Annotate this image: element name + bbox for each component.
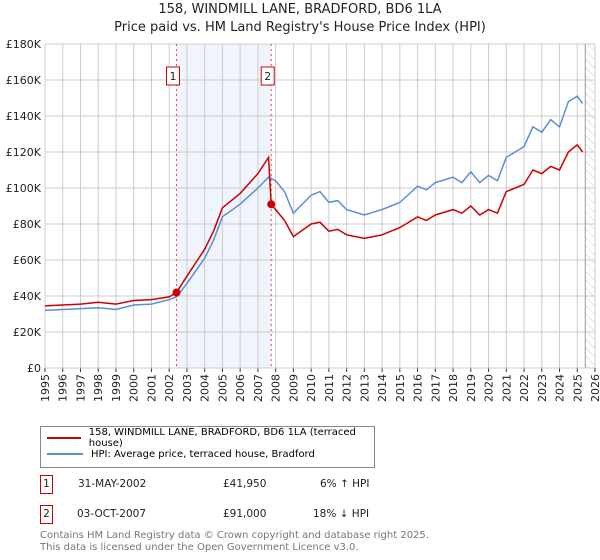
sale-price: £91,000 <box>223 508 267 520</box>
x-tick-label: 2017 <box>429 374 442 402</box>
y-tick-label: £0 <box>27 362 41 375</box>
y-tick-label: £140K <box>6 110 42 123</box>
x-tick-label: 1998 <box>92 374 105 402</box>
x-tick-label: 2022 <box>518 374 531 402</box>
legend-label-property: 158, WINDMILL LANE, BRADFORD, BD6 1LA (t… <box>88 427 356 449</box>
legend-label-hpi: HPI: Average price, terraced house, Brad… <box>91 448 315 460</box>
sale-marker-box <box>165 66 180 86</box>
y-tick-label: £20K <box>13 326 42 339</box>
x-tick-label: 2023 <box>536 374 549 402</box>
x-tick-label: 2003 <box>181 374 194 402</box>
table-row: 1 31-MAY-2002 £41,950 6% ↑ HPI <box>40 475 440 494</box>
chart-plot: 1995 1996 1997 1998 1999 2000 2001 2002 2003 2004… <box>6 38 600 402</box>
x-tick-label: 2016 <box>412 374 425 402</box>
hpi-line <box>44 95 584 312</box>
sale-marker-label: 2 <box>264 70 271 83</box>
x-tick-label: 2020 <box>483 374 496 402</box>
sale-marker-label: 1 <box>169 70 176 83</box>
x-tick-label: 2006 <box>234 374 247 402</box>
x-tick-label: 2001 <box>145 374 158 402</box>
x-tick-label: 1996 <box>57 374 70 402</box>
x-tick-label: 2012 <box>341 374 354 402</box>
x-tick-label: 2018 <box>447 374 460 402</box>
forecast-hatch <box>585 44 595 368</box>
x-tick-label: 2000 <box>128 374 141 402</box>
footer-line-2: This data is licensed under the Open Gov… <box>40 542 359 553</box>
x-tick-label: 2015 <box>394 374 407 402</box>
x-tick-label: 2004 <box>199 374 212 402</box>
sale-point <box>267 200 276 209</box>
sale-badge: 2 <box>40 505 53 524</box>
sale-date: 03-OCT-2007 <box>77 508 146 520</box>
sale-badge: 1 <box>40 475 53 494</box>
y-tick-label: £80K <box>13 218 42 231</box>
x-tick-label: 2007 <box>252 374 265 402</box>
x-tick-label: 1997 <box>74 374 87 402</box>
x-tick-label: 2002 <box>163 374 176 402</box>
y-tick-label: £60K <box>13 254 42 267</box>
legend-red-line <box>47 437 81 439</box>
sale-point <box>172 288 181 297</box>
legend-blue-line <box>47 453 83 455</box>
chart-title: 158, WINDMILL LANE, BRADFORD, BD6 1LA <box>158 2 442 17</box>
x-tick-label: 2024 <box>554 374 567 402</box>
x-tick-label: 2019 <box>465 374 478 402</box>
chart-subtitle: Price paid vs. HM Land Registry's House … <box>114 20 486 35</box>
sale-hpi: 6% ↑ HPI <box>320 478 370 490</box>
x-tick-label: 2005 <box>216 374 229 402</box>
x-tick-label: 2013 <box>358 374 371 402</box>
y-tick-label: £100K <box>6 182 42 195</box>
x-tick-label: 2025 <box>571 374 584 402</box>
x-tick-label: 2010 <box>305 374 318 402</box>
sale-marker-box <box>260 66 275 86</box>
sale-price: £41,950 <box>223 478 267 490</box>
y-tick-label: £40K <box>13 290 42 303</box>
x-tick-label: 2011 <box>323 374 336 402</box>
y-tick-label: £120K <box>6 146 42 159</box>
x-tick-label: 2014 <box>376 374 389 402</box>
x-tick-label: 1995 <box>39 374 52 402</box>
x-tick-label: 1999 <box>110 374 123 402</box>
x-tick-label: 2026 <box>589 374 600 402</box>
sale-date: 31-MAY-2002 <box>78 478 147 490</box>
y-tick-label: £160K <box>6 74 42 87</box>
legend: 158, WINDMILL LANE, BRADFORD, BD6 1LA (t… <box>40 426 375 468</box>
y-tick-label: £180K <box>6 38 42 51</box>
footer-line-1: Contains HM Land Registry data © Crown c… <box>40 530 429 541</box>
x-tick-label: 2009 <box>287 374 300 402</box>
table-row: 2 03-OCT-2007 £91,000 18% ↓ HPI <box>40 505 440 524</box>
x-tick-label: 2008 <box>270 374 283 402</box>
x-tick-label: 2021 <box>500 374 513 402</box>
footer: Contains HM Land Registry data © Crown c… <box>40 530 429 554</box>
sale-hpi: 18% ↓ HPI <box>313 508 370 520</box>
